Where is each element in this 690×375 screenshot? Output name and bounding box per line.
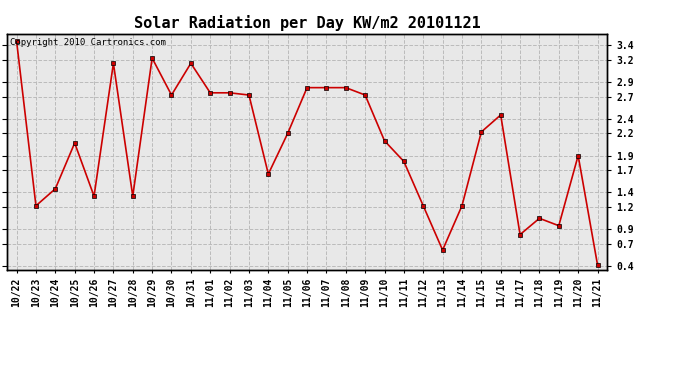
Title: Solar Radiation per Day KW/m2 20101121: Solar Radiation per Day KW/m2 20101121 <box>134 15 480 31</box>
Text: Copyright 2010 Cartronics.com: Copyright 2010 Cartronics.com <box>10 39 166 48</box>
